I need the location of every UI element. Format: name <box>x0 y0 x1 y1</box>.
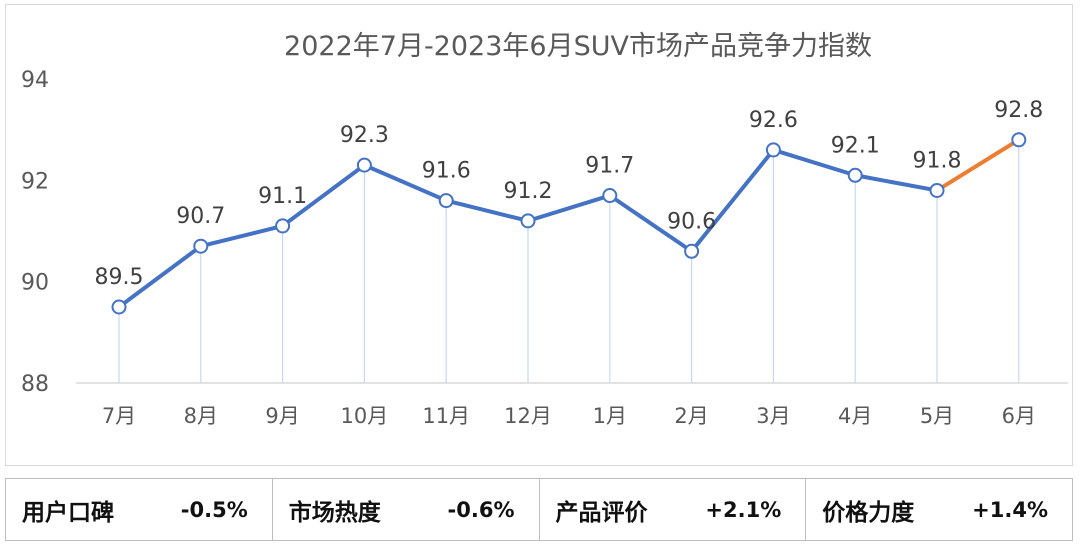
x-axis-labels: 7月 8月 9月 10月 11月 12月 1月 2月 3月 4月 5月 6月 <box>102 404 1036 428</box>
metric-label: 市场热度 <box>288 499 381 526</box>
data-label: 91.7 <box>585 154 634 179</box>
metric-market-heat: 市场热度 -0.6% <box>273 479 540 540</box>
data-label: 92.1 <box>831 133 880 158</box>
series-lines <box>117 137 1021 309</box>
x-tick-label: 9月 <box>265 404 299 428</box>
data-label: 91.2 <box>504 179 553 204</box>
data-point <box>684 243 700 259</box>
data-label: 92.3 <box>340 123 389 148</box>
data-label: 91.6 <box>422 159 471 184</box>
data-label: 89.5 <box>95 265 144 290</box>
metric-value: -0.5% <box>180 497 248 522</box>
x-tick-label: 5月 <box>920 404 954 428</box>
metric-product-review: 产品评价 +2.1% <box>540 479 807 540</box>
data-point <box>193 238 209 254</box>
metric-value: +2.1% <box>705 497 782 522</box>
y-tick-label: 90 <box>21 271 49 296</box>
y-tick-label: 92 <box>21 169 49 194</box>
data-point <box>847 167 863 183</box>
data-label: 91.1 <box>258 184 307 209</box>
data-point <box>929 182 945 198</box>
data-label: 90.7 <box>176 204 225 229</box>
metric-user-reputation: 用户口碑 -0.5% <box>6 479 273 540</box>
metric-value: -0.6% <box>447 497 515 522</box>
metric-label: 用户口碑 <box>22 499 114 526</box>
metric-label: 产品评价 <box>555 499 648 526</box>
chart-panel: 2022年7月-2023年6月SUV市场产品竞争力指数 94 92 90 88 7月 8… <box>5 4 1073 466</box>
data-label: 92.6 <box>749 108 798 133</box>
y-tick-label: 94 <box>21 68 49 93</box>
data-label: 90.6 <box>667 209 716 234</box>
droplines <box>118 139 1020 383</box>
y-axis-labels: 94 92 90 88 <box>21 68 49 397</box>
metric-price-strength: 价格力度 +1.4% <box>806 479 1072 540</box>
data-point <box>111 299 127 315</box>
data-point <box>602 188 618 204</box>
metrics-bar: 用户口碑 -0.5% 市场热度 -0.6% 产品评价 +2.1% 价格力度 +1… <box>5 478 1073 541</box>
series-line-last-segment <box>935 137 1021 193</box>
data-point <box>1011 132 1027 148</box>
x-tick-label: 1月 <box>593 404 627 428</box>
data-points <box>111 132 1027 315</box>
data-point <box>765 142 781 158</box>
x-tick-label: 10月 <box>341 404 389 428</box>
metric-value: +1.4% <box>972 497 1048 522</box>
data-point <box>520 213 536 229</box>
data-label: 92.8 <box>994 98 1043 123</box>
x-tick-label: 12月 <box>504 404 552 428</box>
metric-label: 价格力度 <box>822 499 915 526</box>
data-point <box>356 157 372 173</box>
data-labels: 89.5 90.7 91.1 92.3 91.6 91.2 91.7 90.6 92.6 92.1… <box>95 98 1044 290</box>
data-point <box>438 193 454 209</box>
line-chart: 2022年7月-2023年6月SUV市场产品竞争力指数 94 92 90 88 7月 8… <box>21 31 1068 428</box>
x-tick-label: 3月 <box>756 404 790 428</box>
x-tick-label: 11月 <box>422 404 470 428</box>
x-tick-label: 7月 <box>102 404 136 428</box>
data-point <box>275 218 291 234</box>
x-tick-label: 4月 <box>838 404 872 428</box>
data-label: 91.8 <box>913 148 962 173</box>
x-tick-label: 2月 <box>674 404 708 428</box>
chart-title: 2022年7月-2023年6月SUV市场产品竞争力指数 <box>284 31 872 62</box>
y-tick-label: 88 <box>21 372 49 397</box>
x-tick-label: 6月 <box>1002 404 1036 428</box>
x-tick-label: 8月 <box>184 404 218 428</box>
